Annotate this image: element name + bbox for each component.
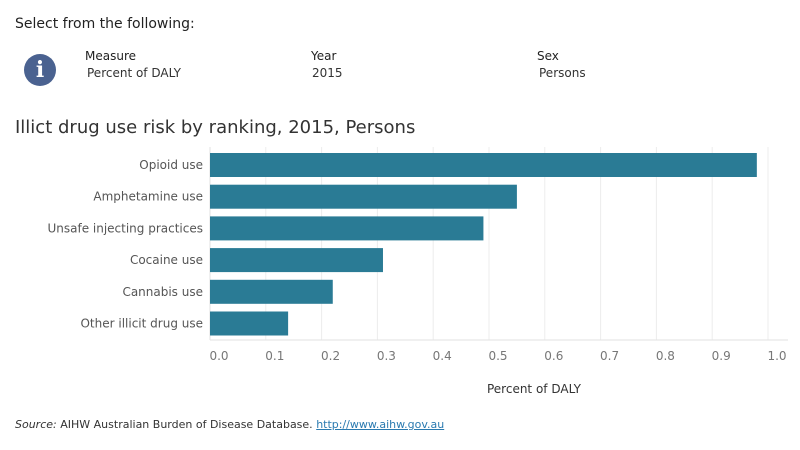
source-link[interactable]: http://www.aihw.gov.au (316, 418, 445, 431)
x-tick-label: 0.5 (488, 349, 507, 363)
bar (210, 184, 517, 209)
source-note: Source: AIHW Australian Burden of Diseas… (15, 418, 444, 431)
x-tick-label: 0.3 (377, 349, 396, 363)
filter-sex[interactable]: Persons (539, 66, 586, 80)
filter-year[interactable]: 2015 (312, 66, 343, 80)
x-axis-title: Percent of DALY (487, 382, 582, 396)
x-tick-label: 0.2 (321, 349, 340, 363)
prompt-text: Select from the following: (15, 16, 195, 32)
category-label: Opioid use (139, 158, 203, 172)
chart-title: Illict drug use risk by ranking, 2015, P… (15, 117, 416, 138)
source-prefix: Source: (15, 418, 57, 431)
bar (210, 216, 484, 241)
bar (210, 248, 383, 273)
x-tick-label: 0.0 (209, 349, 228, 363)
category-label: Cannabis use (122, 285, 203, 299)
source-text: AIHW Australian Burden of Disease Databa… (60, 418, 313, 431)
filter-label-sex: Sex (537, 49, 559, 63)
x-tick-label: 0.9 (712, 349, 731, 363)
bar (210, 311, 289, 336)
x-tick-label: 1.0 (767, 349, 786, 363)
category-label: Cocaine use (130, 253, 203, 267)
x-tick-label: 0.4 (433, 349, 452, 363)
filter-label-year: Year (311, 49, 337, 63)
category-label: Other illicit drug use (80, 317, 203, 331)
filter-measure[interactable]: Percent of DALY (87, 66, 182, 80)
x-tick-label: 0.1 (265, 349, 284, 363)
category-label: Unsafe injecting practices (47, 221, 203, 235)
x-tick-label: 0.7 (600, 349, 619, 363)
x-tick-label: 0.6 (544, 349, 563, 363)
bar (210, 279, 333, 304)
x-tick-label: 0.8 (656, 349, 675, 363)
filter-label-measure: Measure (85, 49, 136, 63)
category-label: Amphetamine use (93, 190, 203, 204)
bar (210, 153, 757, 177)
info-icon[interactable]: i (24, 54, 56, 86)
